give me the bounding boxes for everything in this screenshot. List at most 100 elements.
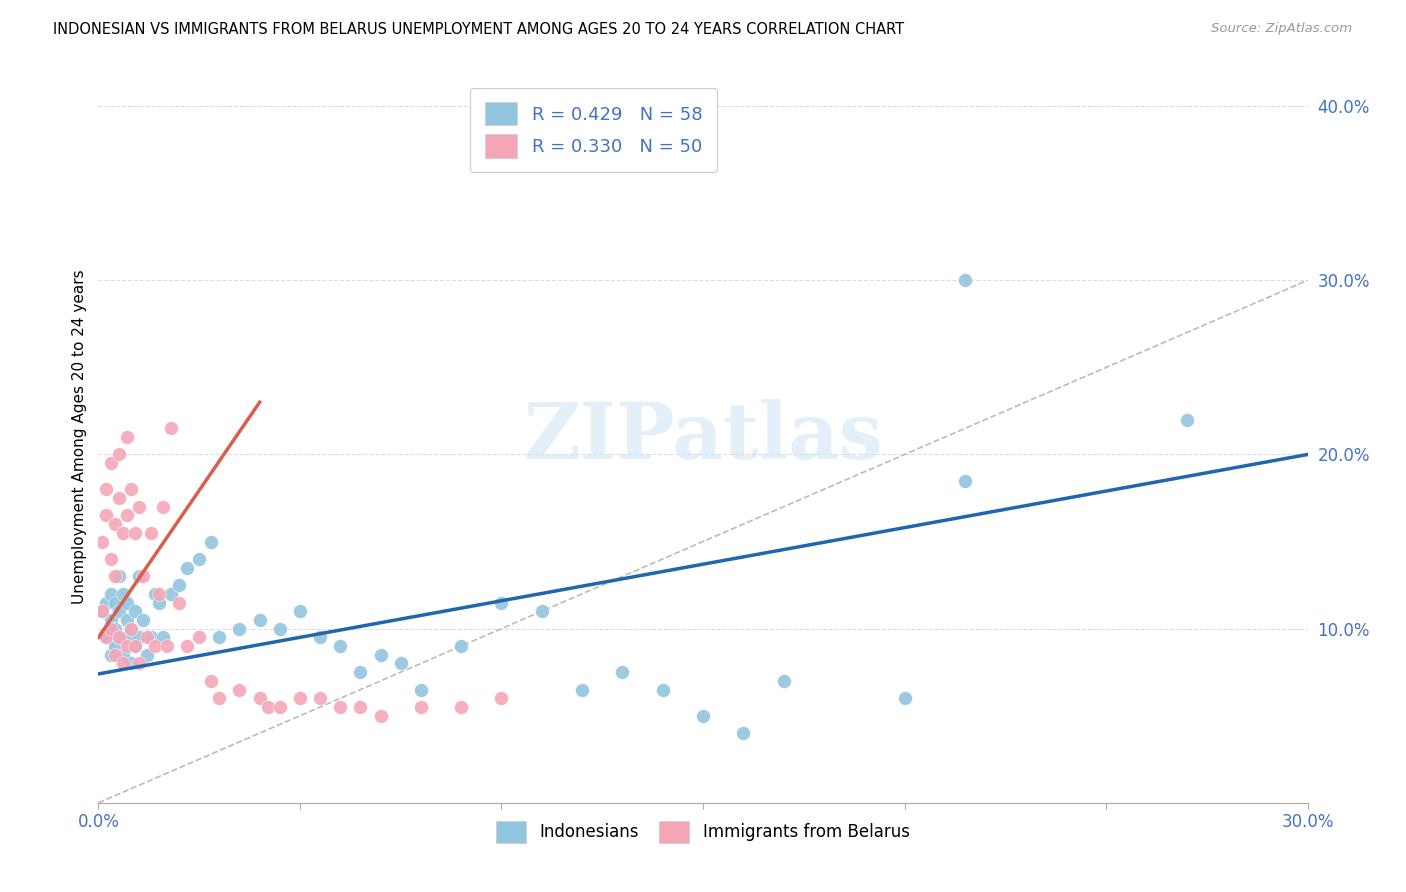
Point [450, 700, 472, 714]
Point [103, 639, 125, 653]
Text: Source: ZipAtlas.com: Source: ZipAtlas.com [1212, 22, 1353, 36]
Point [288, 604, 311, 618]
Point [491, 691, 513, 706]
Point [953, 474, 976, 488]
Text: ZIPatlas: ZIPatlas [523, 399, 883, 475]
Point [100, 613, 122, 627]
Point [491, 595, 513, 609]
Point [100, 552, 122, 566]
Point [530, 604, 553, 618]
Point [120, 657, 142, 671]
Point [96, 631, 118, 645]
Point [228, 682, 250, 697]
Point [349, 665, 371, 680]
Point [612, 665, 634, 680]
Point [96, 508, 118, 523]
Point [100, 622, 122, 636]
Point [107, 448, 129, 462]
Point [176, 639, 198, 653]
Point [91, 534, 114, 549]
Point [200, 534, 222, 549]
Point [115, 639, 138, 653]
Legend: Indonesians, Immigrants from Belarus: Indonesians, Immigrants from Belarus [489, 814, 917, 849]
Point [208, 691, 231, 706]
Point [148, 587, 170, 601]
Point [107, 631, 129, 645]
Point [115, 430, 138, 444]
Point [389, 657, 412, 671]
Point [100, 648, 122, 662]
Point [160, 587, 183, 601]
Point [115, 508, 138, 523]
Point [309, 631, 332, 645]
Point [103, 595, 125, 609]
Point [188, 552, 211, 566]
Point [651, 682, 673, 697]
Point [107, 569, 129, 583]
Point [409, 700, 432, 714]
Point [115, 613, 138, 627]
Point [132, 613, 155, 627]
Point [103, 648, 125, 662]
Point [160, 421, 183, 435]
Point [128, 631, 150, 645]
Point [249, 691, 271, 706]
Point [124, 639, 146, 653]
Point [103, 622, 125, 636]
Point [450, 639, 472, 653]
Point [733, 726, 755, 740]
Point [1175, 412, 1198, 426]
Point [370, 648, 392, 662]
Point [139, 631, 162, 645]
Point [309, 691, 332, 706]
Point [100, 456, 122, 470]
Point [91, 604, 114, 618]
Point [107, 604, 129, 618]
Point [103, 517, 125, 532]
Point [96, 595, 118, 609]
Point [111, 657, 134, 671]
Point [349, 700, 371, 714]
Point [208, 631, 231, 645]
Point [152, 631, 174, 645]
Point [143, 587, 166, 601]
Point [128, 500, 150, 514]
Point [124, 604, 146, 618]
Point [111, 525, 134, 540]
Y-axis label: Unemployment Among Ages 20 to 24 years: Unemployment Among Ages 20 to 24 years [72, 269, 87, 605]
Point [329, 639, 352, 653]
Point [135, 648, 157, 662]
Point [107, 631, 129, 645]
Point [111, 587, 134, 601]
Point [893, 691, 915, 706]
Point [132, 569, 155, 583]
Point [100, 587, 122, 601]
Point [128, 569, 150, 583]
Point [124, 525, 146, 540]
Point [256, 700, 278, 714]
Point [143, 639, 166, 653]
Point [167, 578, 190, 592]
Point [176, 560, 198, 574]
Point [96, 483, 118, 497]
Point [188, 631, 211, 645]
Point [111, 648, 134, 662]
Point [115, 631, 138, 645]
Point [228, 622, 250, 636]
Point [107, 491, 129, 505]
Point [288, 691, 311, 706]
Point [269, 700, 291, 714]
Point [152, 500, 174, 514]
Point [91, 604, 114, 618]
Point [120, 622, 142, 636]
Point [120, 622, 142, 636]
Point [135, 631, 157, 645]
Point [167, 595, 190, 609]
Point [148, 595, 170, 609]
Point [96, 631, 118, 645]
Point [115, 595, 138, 609]
Point [571, 682, 593, 697]
Text: INDONESIAN VS IMMIGRANTS FROM BELARUS UNEMPLOYMENT AMONG AGES 20 TO 24 YEARS COR: INDONESIAN VS IMMIGRANTS FROM BELARUS UN… [53, 22, 904, 37]
Point [329, 700, 352, 714]
Point [128, 657, 150, 671]
